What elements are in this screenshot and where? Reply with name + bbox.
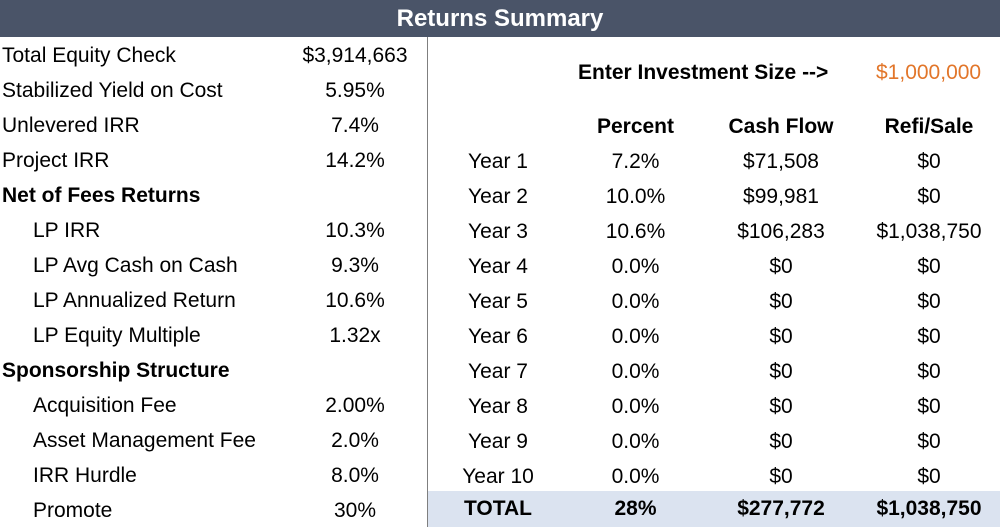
metric-label: Acquisition Fee (33, 394, 177, 417)
total-row: TOTAL 28% $277,772 $1,038,750 (428, 491, 1000, 527)
refi-sale-cell[interactable]: $0 (917, 255, 941, 278)
year-cell: Year 6 (468, 325, 528, 348)
investment-size-label: Enter Investment Size --> (578, 61, 829, 84)
metric-value[interactable]: 10.3% (325, 219, 385, 242)
year-cell: Year 3 (468, 220, 528, 243)
refi-sale-cell[interactable]: $0 (917, 360, 941, 383)
metric-label: Total Equity Check (2, 44, 176, 67)
percent-cell[interactable]: 10.6% (605, 220, 666, 243)
year-cell: Year 4 (468, 255, 528, 278)
metric-label: Promote (33, 499, 113, 522)
table-row: Year 2 10.0% $99,981 $0 (428, 179, 1000, 214)
metric-label: Stabilized Yield on Cost (2, 79, 223, 102)
table-row: Year 5 0.0% $0 $0 (428, 284, 1000, 319)
cash-flow-cell[interactable]: $99,981 (743, 185, 819, 208)
column-header-cash-flow: Cash Flow (728, 115, 834, 138)
metric-value[interactable]: 8.0% (331, 464, 379, 487)
metric-value[interactable]: 10.6% (325, 289, 385, 312)
total-percent[interactable]: 28% (614, 497, 657, 520)
cash-flow-cell[interactable]: $0 (769, 430, 793, 453)
refi-sale-cell[interactable]: $0 (917, 395, 941, 418)
year-cell: Year 7 (468, 360, 528, 383)
metric-value[interactable]: 1.32x (329, 324, 381, 347)
section-label: Sponsorship Structure (2, 359, 230, 382)
refi-sale-cell[interactable]: $0 (917, 465, 941, 488)
metric-value[interactable]: $3,914,663 (302, 44, 408, 67)
total-cash-flow[interactable]: $277,772 (737, 497, 825, 520)
metric-label: LP Equity Multiple (33, 324, 201, 347)
metric-value[interactable]: 30% (333, 499, 377, 522)
percent-cell[interactable]: 0.0% (611, 255, 660, 278)
refi-sale-cell[interactable]: $0 (917, 150, 941, 173)
cash-flow-cell[interactable]: $0 (769, 290, 793, 313)
cash-flow-cell[interactable]: $0 (769, 395, 793, 418)
percent-cell[interactable]: 7.2% (611, 150, 660, 173)
cash-flow-cell[interactable]: $0 (769, 255, 793, 278)
metric-label: Project IRR (2, 149, 110, 172)
metric-value[interactable]: 14.2% (325, 149, 385, 172)
column-divider (427, 37, 428, 527)
metric-label: Asset Management Fee (33, 429, 256, 452)
percent-cell[interactable]: 0.0% (611, 465, 660, 488)
refi-sale-cell[interactable]: $0 (917, 430, 941, 453)
total-refi-sale[interactable]: $1,038,750 (876, 497, 982, 520)
table-row: Year 4 0.0% $0 $0 (428, 249, 1000, 284)
metric-label: LP Avg Cash on Cash (33, 254, 238, 277)
metric-value[interactable]: 9.3% (331, 254, 379, 277)
year-cell: Year 5 (468, 290, 528, 313)
table-row: Year 10 0.0% $0 $0 (428, 459, 1000, 494)
metric-label: LP IRR (33, 219, 101, 242)
table-row: Year 7 0.0% $0 $0 (428, 354, 1000, 389)
metric-value[interactable]: 2.00% (325, 394, 385, 417)
section-label: Net of Fees Returns (2, 184, 201, 207)
percent-cell[interactable]: 0.0% (611, 325, 660, 348)
table-row: Year 9 0.0% $0 $0 (428, 424, 1000, 459)
investment-size-input[interactable]: $1,000,000 (876, 61, 982, 84)
metric-label: IRR Hurdle (33, 464, 137, 487)
page-title: Returns Summary (0, 0, 1000, 37)
metric-value[interactable]: 2.0% (331, 429, 379, 452)
year-cell: Year 1 (468, 150, 528, 173)
metric-value[interactable]: 7.4% (331, 114, 379, 137)
percent-cell[interactable]: 0.0% (611, 395, 660, 418)
column-header-percent: Percent (596, 115, 675, 138)
table-row: Year 3 10.6% $106,283 $1,038,750 (428, 214, 1000, 249)
cash-flow-cell[interactable]: $0 (769, 360, 793, 383)
percent-cell[interactable]: 0.0% (611, 360, 660, 383)
cash-flow-cell[interactable]: $0 (769, 325, 793, 348)
metric-label: Unlevered IRR (2, 114, 140, 137)
cash-flow-cell[interactable]: $71,508 (743, 150, 819, 173)
cash-flow-cell[interactable]: $106,283 (737, 220, 825, 243)
metric-value[interactable]: 5.95% (325, 79, 385, 102)
percent-cell[interactable]: 0.0% (611, 290, 660, 313)
table-row: Year 1 7.2% $71,508 $0 (428, 144, 1000, 179)
year-cell: Year 8 (468, 395, 528, 418)
refi-sale-cell[interactable]: $0 (917, 325, 941, 348)
table-row: Year 8 0.0% $0 $0 (428, 389, 1000, 424)
column-header-refi-sale: Refi/Sale (884, 115, 974, 138)
refi-sale-cell[interactable]: $1,038,750 (876, 220, 982, 243)
year-cell: Year 2 (468, 185, 528, 208)
table-row: Year 6 0.0% $0 $0 (428, 319, 1000, 354)
refi-sale-cell[interactable]: $0 (917, 290, 941, 313)
year-cell: Year 9 (468, 430, 528, 453)
percent-cell[interactable]: 0.0% (611, 430, 660, 453)
cash-flow-cell[interactable]: $0 (769, 465, 793, 488)
year-cell: Year 10 (462, 465, 534, 488)
percent-cell[interactable]: 10.0% (605, 185, 666, 208)
total-label: TOTAL (463, 497, 533, 520)
refi-sale-cell[interactable]: $0 (917, 185, 941, 208)
metric-label: LP Annualized Return (33, 289, 236, 312)
cash-flow-panel: Enter Investment Size --> $1,000,000 Per… (428, 38, 1000, 527)
